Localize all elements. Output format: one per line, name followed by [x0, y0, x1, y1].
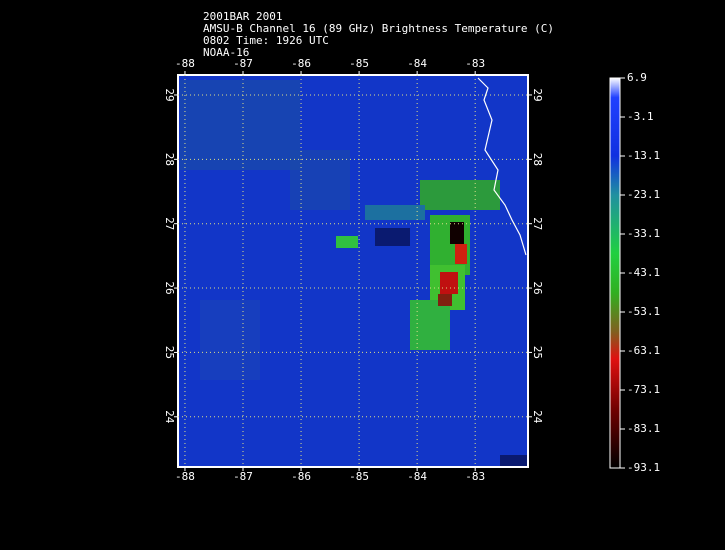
header-line: AMSU-B Channel 16 (89 GHz) Brightness Te…: [203, 22, 554, 35]
lat-tick-label: 26: [163, 281, 176, 294]
header-line: 2001BAR 2001: [203, 10, 282, 23]
lat-tick-label: 26: [531, 281, 544, 294]
lon-tick-label: -88: [175, 470, 195, 483]
lat-tick-label: 25: [163, 346, 176, 359]
lon-tick-label: -85: [349, 470, 369, 483]
colorbar-label: -73.1: [627, 383, 660, 396]
lat-tick-label: 28: [531, 153, 544, 166]
lat-tick-label: 29: [531, 88, 544, 101]
lat-tick-label: 29: [163, 88, 176, 101]
lat-tick-label: 24: [531, 410, 544, 424]
colorbar-label: -13.1: [627, 149, 660, 162]
lon-tick-label: -87: [233, 470, 253, 483]
lon-tick-label: -83: [465, 57, 485, 70]
colorbar-label: -63.1: [627, 344, 660, 357]
lat-tick-label: 27: [531, 217, 544, 230]
lat-tick-label: 27: [163, 217, 176, 230]
lon-tick-label: -84: [407, 470, 427, 483]
lon-tick-label: -85: [349, 57, 369, 70]
lon-tick-label: -86: [291, 57, 311, 70]
header: 2001BAR 2001 AMSU-B Channel 16 (89 GHz) …: [203, 10, 554, 59]
colorbar-label: -53.1: [627, 305, 660, 318]
colorbar-label: -23.1: [627, 188, 660, 201]
header-line: 0802 Time: 1926 UTC: [203, 34, 329, 47]
lon-tick-label: -87: [233, 57, 253, 70]
colorbar-label: -43.1: [627, 266, 660, 279]
lat-tick-label: 28: [163, 153, 176, 166]
lat-tick-label: 25: [531, 346, 544, 359]
lon-tick-label: -83: [465, 470, 485, 483]
header-line: NOAA-16: [203, 46, 249, 59]
lat-tick-label: 24: [163, 410, 176, 424]
lon-tick-label: -88: [175, 57, 195, 70]
colorbar-label: -33.1: [627, 227, 660, 240]
colorbar-label: 6.9: [627, 71, 647, 84]
colorbar-label: -93.1: [627, 461, 660, 474]
map-frame: [177, 74, 529, 468]
data-field: [178, 75, 528, 467]
colorbar: [609, 77, 621, 469]
colorbar-label: -3.1: [627, 110, 654, 123]
colorbar-label: -83.1: [627, 422, 660, 435]
lon-tick-label: -84: [407, 57, 427, 70]
lon-tick-label: -86: [291, 470, 311, 483]
